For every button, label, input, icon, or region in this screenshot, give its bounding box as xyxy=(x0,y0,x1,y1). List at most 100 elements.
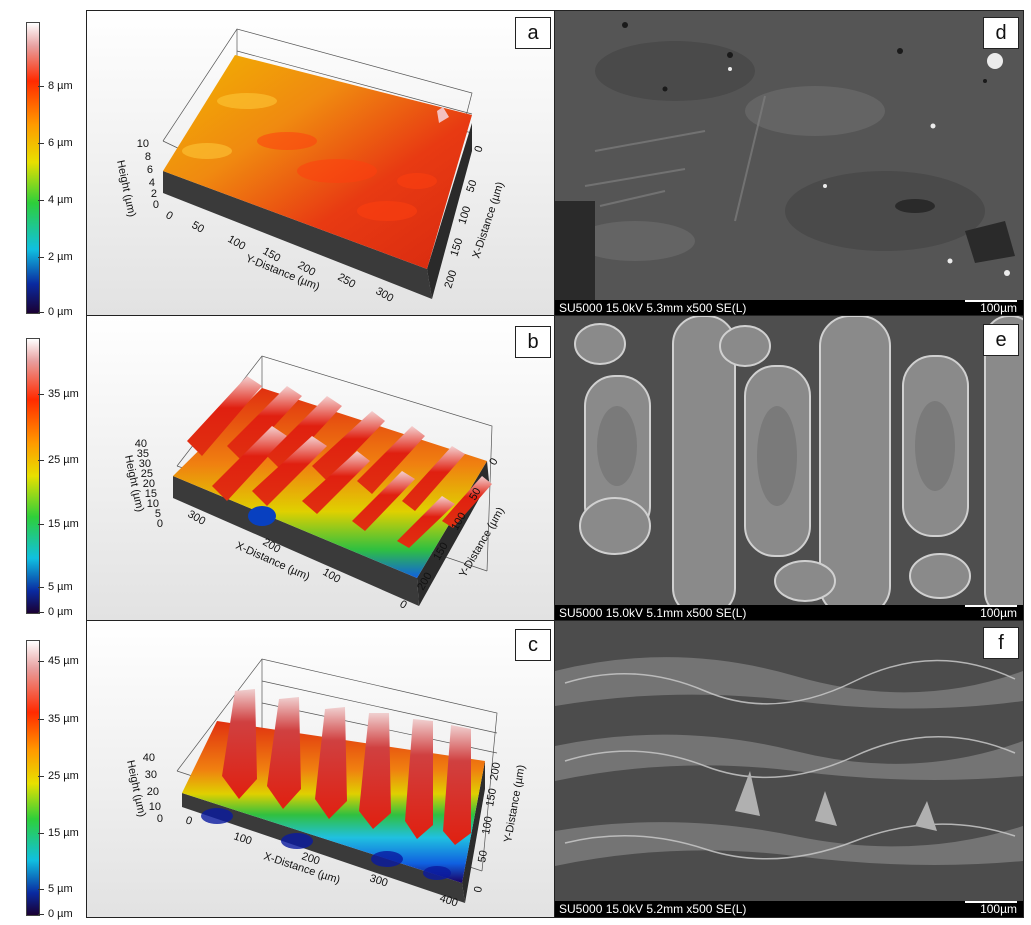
sem-image-d: d SU5000 15.0kV 5.3mm x500 SE(L) 100µm xyxy=(554,10,1024,317)
sem-info-text: SU5000 15.0kV 5.2mm x500 SE(L) xyxy=(559,902,747,916)
surface-plot-a: 10 8 6 4 2 0 Height (µm) 0 50 100 150 20… xyxy=(86,10,556,317)
x-tick: 250 xyxy=(336,271,358,291)
colorbar-label: 5 µm xyxy=(48,581,73,593)
colorbar-tick xyxy=(38,889,44,890)
x-tick: 300 xyxy=(374,285,396,305)
x-tick: 100 xyxy=(226,233,248,253)
surface-plot-a-graphic: 10 8 6 4 2 0 Height (µm) 0 50 100 150 20… xyxy=(114,28,506,305)
colorbar-label: 35 µm xyxy=(48,388,79,400)
z-tick: 4 xyxy=(149,177,155,189)
scale-bar xyxy=(965,300,1017,302)
z-tick: 8 xyxy=(145,151,151,163)
y-tick: 200 xyxy=(488,761,503,781)
colorbar-tick xyxy=(38,776,44,777)
colorbar-label: 4 µm xyxy=(48,194,73,206)
colorbar-tick xyxy=(38,312,44,313)
y-tick: 0 xyxy=(487,456,500,467)
z-tick: 20 xyxy=(147,786,159,798)
z-tick: 20 xyxy=(143,478,155,490)
y-tick: 100 xyxy=(480,815,495,835)
y-tick: 150 xyxy=(448,237,465,258)
y-tick: 50 xyxy=(476,849,490,863)
surface-plot-c: 40 30 20 10 0 Height (µm) 0 100 200 300 … xyxy=(86,620,556,918)
z-tick: 5 xyxy=(155,508,161,520)
x-tick: 50 xyxy=(190,219,207,236)
z-tick: 30 xyxy=(139,458,151,470)
colorbar-label: 6 µm xyxy=(48,137,73,149)
z-tick: 0 xyxy=(157,518,163,530)
colorbar-tick xyxy=(38,661,44,662)
z-tick: 25 xyxy=(141,468,153,480)
colorbar-gradient xyxy=(26,22,40,314)
y-tick: 100 xyxy=(456,205,473,226)
y-tick: 50 xyxy=(464,179,479,194)
sem-image-e-graphic xyxy=(555,316,1023,621)
sem-info-text: SU5000 15.0kV 5.3mm x500 SE(L) xyxy=(559,301,747,315)
colorbar-tick xyxy=(38,86,44,87)
colorbar-label: 35 µm xyxy=(48,713,79,725)
z-tick: 30 xyxy=(145,769,157,781)
sem-image-e: e SU5000 15.0kV 5.1mm x500 SE(L) 100µm xyxy=(554,315,1024,622)
colorbar-label: 45 µm xyxy=(48,655,79,667)
panel-label: b xyxy=(515,326,551,358)
x-tick: 0 xyxy=(164,209,175,222)
z-tick: 0 xyxy=(153,199,159,211)
z-tick: 6 xyxy=(147,164,153,176)
colorbar-tick xyxy=(38,914,44,915)
colorbar-label: 2 µm xyxy=(48,251,73,263)
sem-image-d-graphic xyxy=(555,11,1023,316)
scale-bar xyxy=(965,605,1017,607)
sem-info-bar: SU5000 15.0kV 5.3mm x500 SE(L) 100µm xyxy=(555,300,1023,316)
panel-label: c xyxy=(515,629,551,661)
colorbar-label: 25 µm xyxy=(48,770,79,782)
colorbar-label: 15 µm xyxy=(48,518,79,530)
colorbar-tick xyxy=(38,587,44,588)
z-tick: 15 xyxy=(145,488,157,500)
y-axis-title: Y-Distance (µm) xyxy=(502,764,527,844)
sem-scale-label: 100µm xyxy=(980,902,1017,916)
x-tick: 0 xyxy=(398,598,409,611)
z-tick: 40 xyxy=(143,752,155,764)
sem-info-bar: SU5000 15.0kV 5.2mm x500 SE(L) 100µm xyxy=(555,901,1023,917)
panel-label: d xyxy=(983,17,1019,49)
surface-plot-b: 40 35 30 25 20 15 10 5 0 Height (µm) 30 0… xyxy=(86,315,556,622)
panel-label: f xyxy=(983,627,1019,659)
z-tick: 10 xyxy=(149,801,161,813)
sem-info-bar: SU5000 15.0kV 5.1mm x500 SE(L) 100µm xyxy=(555,605,1023,621)
x-tick: 300 xyxy=(368,872,389,889)
z-axis: 10 8 6 4 2 0 Height (µm) xyxy=(114,138,159,218)
colorbar-tick xyxy=(38,143,44,144)
colorbar-tick xyxy=(38,257,44,258)
z-axis: 40 35 30 25 20 15 10 5 0 Height (µm) xyxy=(122,438,163,530)
scale-bar xyxy=(965,901,1017,903)
surface-plot-c-graphic: 40 30 20 10 0 Height (µm) 0 100 200 300 … xyxy=(124,658,528,910)
colorbar-tick xyxy=(38,394,44,395)
y-tick: 0 xyxy=(472,144,485,154)
colorbar-c: 45 µm 35 µm 25 µm 15 µm 5 µm 0 µm xyxy=(16,640,86,920)
z-tick: 10 xyxy=(147,498,159,510)
colorbar-tick xyxy=(38,460,44,461)
colorbar-a: 8 µm 6 µm 4 µm 2 µm 0 µm xyxy=(16,22,86,318)
colorbar-tick xyxy=(38,200,44,201)
surface-plot-b-graphic: 40 35 30 25 20 15 10 5 0 Height (µm) 30 0… xyxy=(122,355,507,612)
colorbar-label: 5 µm xyxy=(48,883,73,895)
colorbar-label: 15 µm xyxy=(48,827,79,839)
z-tick: 10 xyxy=(137,138,149,150)
colorbar-gradient xyxy=(26,640,40,916)
z-tick: 40 xyxy=(135,438,147,450)
colorbar-tick xyxy=(38,612,44,613)
y-tick: 200 xyxy=(442,269,459,290)
z-tick: 2 xyxy=(151,188,157,200)
x-tick: 0 xyxy=(184,814,194,827)
panel-label: e xyxy=(983,324,1019,356)
colorbar-label: 0 µm xyxy=(48,908,73,920)
x-tick: 400 xyxy=(438,892,459,909)
colorbar-label: 0 µm xyxy=(48,306,73,318)
y-tick: 150 xyxy=(484,787,499,807)
x-tick: 100 xyxy=(232,830,253,847)
panel-label: a xyxy=(515,17,551,49)
z-axis-title: Height (µm) xyxy=(114,159,138,218)
colorbar-tick xyxy=(38,524,44,525)
sem-scale-label: 100µm xyxy=(980,606,1017,620)
colorbar-label: 8 µm xyxy=(48,80,73,92)
